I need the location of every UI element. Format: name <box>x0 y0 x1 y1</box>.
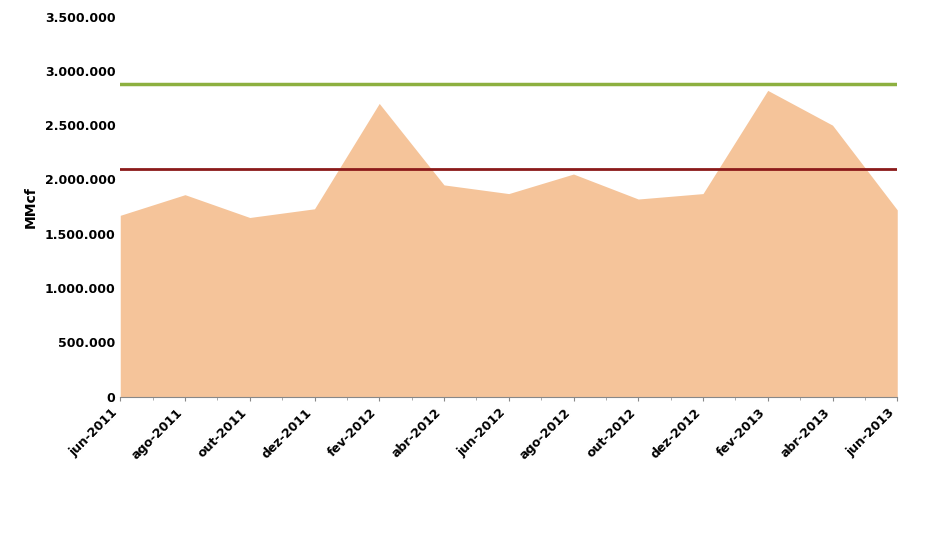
Y-axis label: MMcf: MMcf <box>24 186 38 228</box>
